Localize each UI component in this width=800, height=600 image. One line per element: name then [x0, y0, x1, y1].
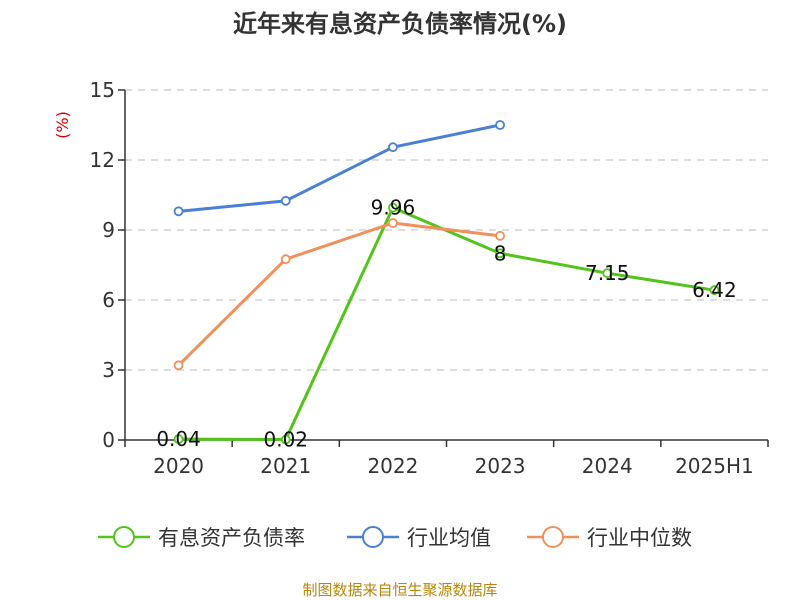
y-tick-label: 15: [90, 78, 115, 102]
series-line: [178, 123, 501, 213]
data-point[interactable]: [709, 285, 720, 296]
data-point[interactable]: [173, 206, 184, 217]
data-point[interactable]: [602, 268, 613, 279]
data-label: 9.96: [371, 196, 416, 220]
axes: 0 3 6 9 12 15 2020 2021 2022 2023 2024 2025H1: [90, 78, 769, 478]
legend-label: 有息资产负债率: [158, 526, 305, 550]
y-axis-unit: (%): [53, 111, 72, 139]
data-point[interactable]: [280, 434, 291, 445]
series-line: [177, 221, 501, 367]
data-point[interactable]: [495, 120, 505, 130]
series-line: [178, 206, 715, 442]
legend-marker: [113, 526, 135, 548]
grid-lines: [125, 89, 768, 371]
data-point[interactable]: [388, 202, 398, 213]
chart-title: 近年来有息资产负债率情况(%): [233, 10, 567, 38]
data-label: 6.42: [692, 278, 737, 302]
x-tick-label: 2021: [260, 454, 311, 478]
data-point[interactable]: [388, 142, 398, 153]
x-tick-label: 2024: [582, 454, 633, 478]
series-lines: [173, 120, 720, 445]
x-tick-label: 2025H1: [675, 454, 754, 478]
legend-label: 行业中位数: [587, 526, 692, 550]
data-point[interactable]: [173, 434, 184, 444]
data-label: 0.04: [156, 427, 201, 451]
data-point[interactable]: [280, 195, 291, 206]
x-tick-label: 2023: [475, 454, 526, 478]
data-label: 7.15: [585, 261, 630, 285]
x-tick-label: 2020: [153, 454, 204, 478]
data-label: 8: [494, 241, 507, 265]
y-tick-label: 3: [102, 358, 115, 382]
y-tick-label: 0: [102, 428, 115, 452]
legend-item[interactable]: 行业均值: [347, 526, 491, 550]
legend-label: 行业均值: [407, 526, 491, 550]
y-tick-label: 6: [102, 288, 115, 312]
x-tick-label: 2022: [367, 454, 418, 478]
source-note: 制图数据来自恒生聚源数据库: [302, 581, 497, 599]
data-labels: 0.04 0.02 9.96 8 7.15 6.42: [156, 196, 736, 452]
data-point[interactable]: [388, 218, 398, 228]
y-tick-label: 9: [102, 218, 115, 242]
legend-item[interactable]: 有息资产负债率: [98, 526, 305, 550]
data-point[interactable]: [173, 360, 184, 371]
data-label: 0.02: [263, 428, 308, 452]
data-point[interactable]: [495, 230, 505, 241]
legend[interactable]: 有息资产负债率 行业均值 行业中位数: [98, 526, 692, 550]
legend-marker: [542, 526, 564, 548]
legend-item[interactable]: 行业中位数: [527, 526, 692, 550]
legend-marker: [362, 526, 384, 548]
data-point[interactable]: [495, 248, 505, 259]
y-tick-label: 12: [90, 148, 115, 172]
data-point[interactable]: [280, 254, 291, 265]
